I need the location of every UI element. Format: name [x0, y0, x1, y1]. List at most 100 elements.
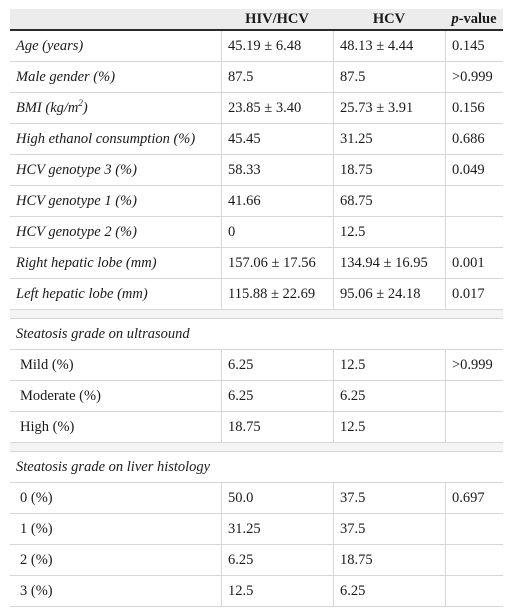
bmi-label-main: BMI (kg/m [16, 99, 79, 116]
cell-hcv: 37.5 [333, 483, 445, 514]
cell-hiv-hcv: 45.19 ± 6.48 [221, 31, 333, 62]
cell-p-value [445, 412, 503, 443]
cell-hiv-hcv: 41.66 [221, 186, 333, 217]
cell-hiv-hcv: 12.5 [221, 576, 333, 607]
row-label: 1 (%) [10, 514, 221, 545]
cell-p-value: 0.145 [445, 31, 503, 62]
cell-p-value [445, 186, 503, 217]
table-row: HCV genotype 1 (%) 41.66 68.75 [10, 186, 503, 217]
cell-hcv: 12.5 [333, 350, 445, 381]
row-label: HCV genotype 2 (%) [10, 217, 221, 248]
row-label: Age (years) [10, 31, 221, 62]
row-label: Left hepatic lobe (mm) [10, 279, 221, 310]
header-p-suffix: -value [458, 10, 497, 27]
comparison-table: HIV/HCV HCV p-value Age (years) 45.19 ± … [10, 9, 503, 607]
row-label: 3 (%) [10, 576, 221, 607]
cell-p-value: 0.156 [445, 93, 503, 124]
section-header-row: Steatosis grade on ultrasound [10, 319, 503, 350]
table-row: Moderate (%) 6.25 6.25 [10, 381, 503, 412]
section-title-ultrasound: Steatosis grade on ultrasound [10, 319, 503, 350]
bmi-label-end: ) [82, 99, 88, 116]
header-p-letter: p [451, 10, 459, 27]
cell-p-value [445, 381, 503, 412]
cell-hcv: 134.94 ± 16.95 [333, 248, 445, 279]
cell-hcv: 31.25 [333, 124, 445, 155]
row-label: 2 (%) [10, 545, 221, 576]
row-label: High (%) [10, 412, 221, 443]
cell-hcv: 6.25 [333, 576, 445, 607]
table-row: Male gender (%) 87.5 87.5 >0.999 [10, 62, 503, 93]
cell-p-value: 0.686 [445, 124, 503, 155]
table-header-row: HIV/HCV HCV p-value [10, 9, 503, 31]
spacer-cell [10, 310, 503, 319]
cell-hiv-hcv: 45.45 [221, 124, 333, 155]
cell-p-value: 0.001 [445, 248, 503, 279]
cell-hcv: 68.75 [333, 186, 445, 217]
cell-hiv-hcv: 6.25 [221, 350, 333, 381]
spacer-cell [10, 443, 503, 452]
table-row: BMI (kg/m2) 23.85 ± 3.40 25.73 ± 3.91 0.… [10, 93, 503, 124]
row-label: 0 (%) [10, 483, 221, 514]
cell-hiv-hcv: 6.25 [221, 381, 333, 412]
header-hcv: HCV [333, 9, 445, 31]
cell-p-value [445, 217, 503, 248]
table-row: Left hepatic lobe (mm) 115.88 ± 22.69 95… [10, 279, 503, 310]
cell-hiv-hcv: 23.85 ± 3.40 [221, 93, 333, 124]
cell-p-value: >0.999 [445, 62, 503, 93]
cell-hcv: 18.75 [333, 545, 445, 576]
table-row: Age (years) 45.19 ± 6.48 48.13 ± 4.44 0.… [10, 31, 503, 62]
table-row: 0 (%) 50.0 37.5 0.697 [10, 483, 503, 514]
row-label: HCV genotype 1 (%) [10, 186, 221, 217]
row-label: HCV genotype 3 (%) [10, 155, 221, 186]
cell-hiv-hcv: 157.06 ± 17.56 [221, 248, 333, 279]
table-row: 1 (%) 31.25 37.5 [10, 514, 503, 545]
header-hiv-hcv: HIV/HCV [221, 9, 333, 31]
cell-hcv: 12.5 [333, 412, 445, 443]
cell-hcv: 48.13 ± 4.44 [333, 31, 445, 62]
cell-p-value [445, 545, 503, 576]
table-row: High (%) 18.75 12.5 [10, 412, 503, 443]
table-row: Mild (%) 6.25 12.5 >0.999 [10, 350, 503, 381]
table-row: 3 (%) 12.5 6.25 [10, 576, 503, 607]
table-row: HCV genotype 3 (%) 58.33 18.75 0.049 [10, 155, 503, 186]
spacer-row [10, 443, 503, 452]
section-title-histology: Steatosis grade on liver histology [10, 452, 503, 483]
cell-p-value: 0.017 [445, 279, 503, 310]
row-label: Right hepatic lobe (mm) [10, 248, 221, 279]
cell-hcv: 6.25 [333, 381, 445, 412]
header-p-value: p-value [445, 9, 503, 31]
cell-hcv: 25.73 ± 3.91 [333, 93, 445, 124]
cell-hiv-hcv: 58.33 [221, 155, 333, 186]
table-row: High ethanol consumption (%) 45.45 31.25… [10, 124, 503, 155]
cell-hcv: 12.5 [333, 217, 445, 248]
cell-hiv-hcv: 0 [221, 217, 333, 248]
cell-hcv: 18.75 [333, 155, 445, 186]
header-empty [10, 9, 221, 31]
cell-p-value [445, 576, 503, 607]
cell-hiv-hcv: 87.5 [221, 62, 333, 93]
cell-p-value [445, 514, 503, 545]
row-label: BMI (kg/m2) [10, 93, 221, 124]
table-row: HCV genotype 2 (%) 0 12.5 [10, 217, 503, 248]
cell-hcv: 37.5 [333, 514, 445, 545]
row-label: Mild (%) [10, 350, 221, 381]
cell-hcv: 95.06 ± 24.18 [333, 279, 445, 310]
cell-p-value: 0.049 [445, 155, 503, 186]
cell-hiv-hcv: 50.0 [221, 483, 333, 514]
cell-hiv-hcv: 18.75 [221, 412, 333, 443]
cell-p-value: >0.999 [445, 350, 503, 381]
cell-hiv-hcv: 31.25 [221, 514, 333, 545]
table-row: Right hepatic lobe (mm) 157.06 ± 17.56 1… [10, 248, 503, 279]
cell-hcv: 87.5 [333, 62, 445, 93]
row-label: Moderate (%) [10, 381, 221, 412]
row-label: High ethanol consumption (%) [10, 124, 221, 155]
cell-hiv-hcv: 115.88 ± 22.69 [221, 279, 333, 310]
cell-p-value: 0.697 [445, 483, 503, 514]
spacer-row [10, 310, 503, 319]
section-header-row: Steatosis grade on liver histology [10, 452, 503, 483]
table-container: HIV/HCV HCV p-value Age (years) 45.19 ± … [10, 9, 503, 607]
table-row: 2 (%) 6.25 18.75 [10, 545, 503, 576]
row-label: Male gender (%) [10, 62, 221, 93]
bmi-label-sup: 2 [78, 97, 83, 108]
cell-hiv-hcv: 6.25 [221, 545, 333, 576]
